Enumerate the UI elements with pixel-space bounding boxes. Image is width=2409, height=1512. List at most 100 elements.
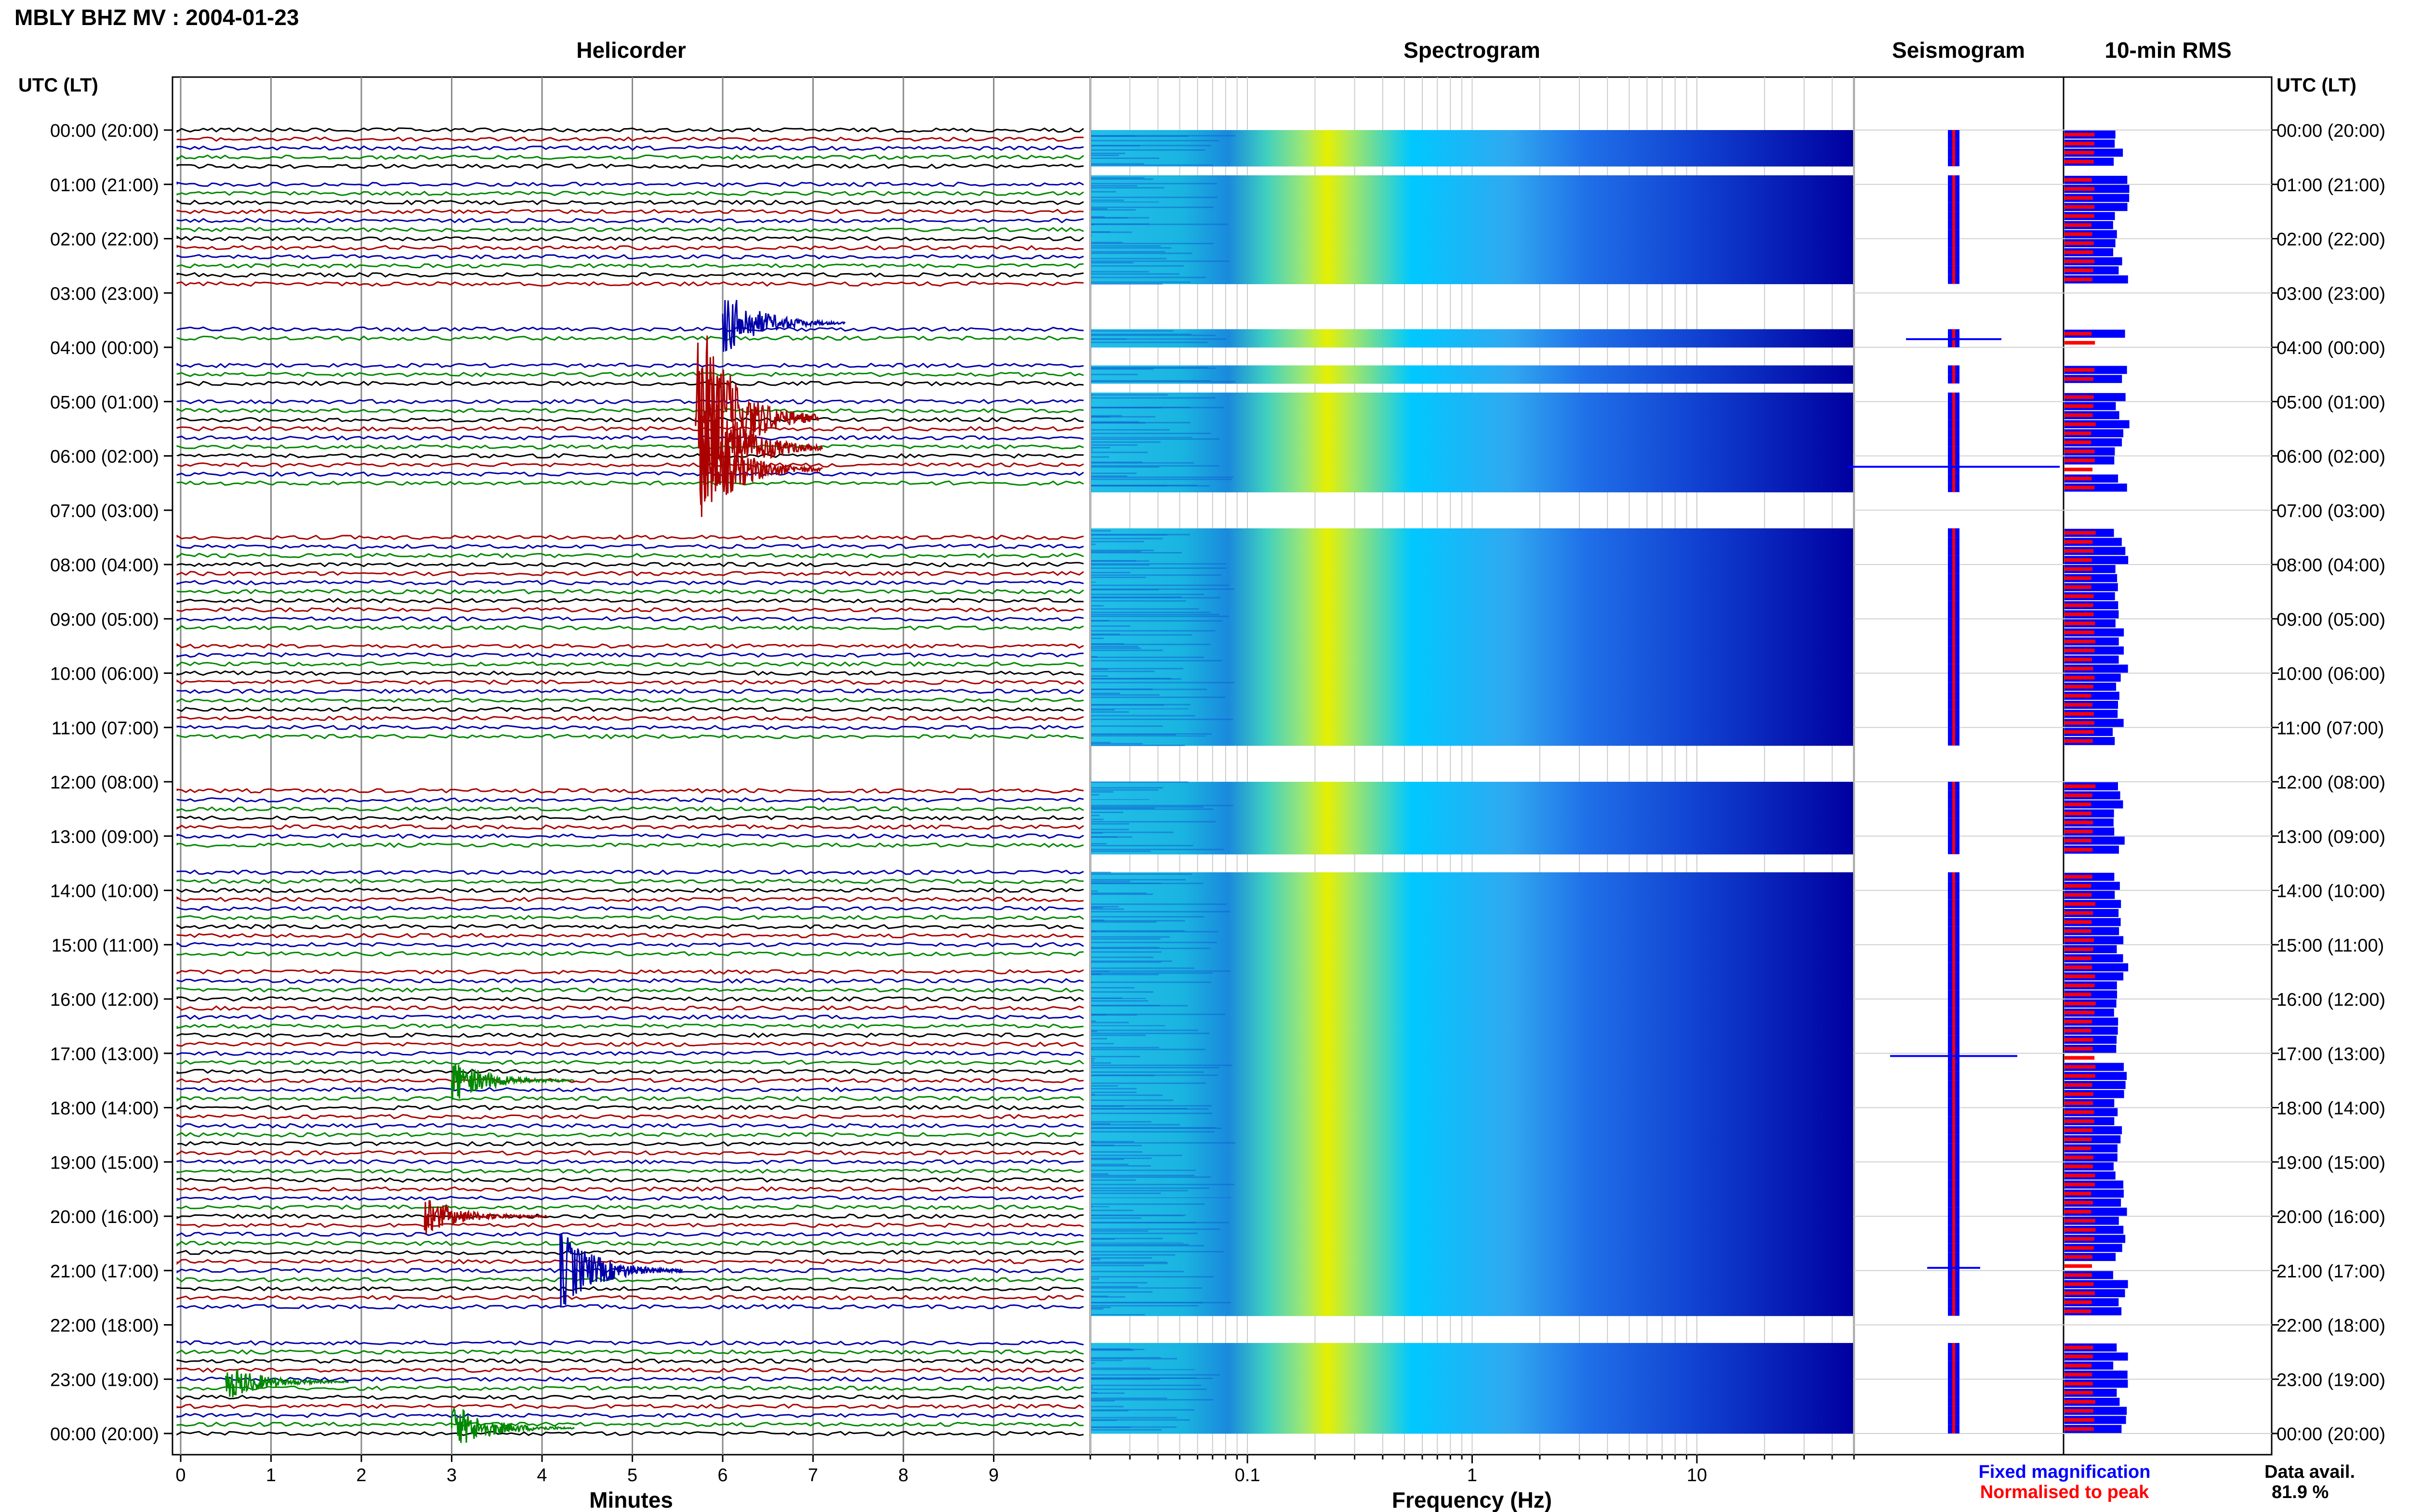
time-tick-label-right: 13:00 (09:00)	[2277, 827, 2385, 847]
time-tick-label-left: 13:00 (09:00)	[50, 827, 159, 847]
minute-tick-label: 8	[898, 1465, 908, 1486]
rms-bar-normalised	[2065, 459, 2095, 462]
rms-bar-normalised	[2065, 1381, 2093, 1386]
spectrogram-segment	[1091, 275, 1853, 284]
helicorder-trace	[176, 996, 1084, 1002]
rms-bar-normalised	[2065, 1183, 2095, 1186]
spectrogram-segment	[1091, 945, 1853, 954]
time-tick-label-right: 20:00 (16:00)	[2277, 1207, 2385, 1227]
spectrogram-segment	[1091, 257, 1853, 266]
rms-bar-normalised	[2065, 812, 2091, 815]
helicorder-trace	[176, 643, 1084, 649]
rms-bar-normalised	[2065, 1391, 2093, 1395]
rms-bar-normalised	[2065, 132, 2095, 137]
helicorder-trace	[176, 715, 1084, 722]
spectrogram-segment	[1091, 1017, 1853, 1026]
helicorder-trace	[176, 444, 1084, 450]
helicorder-trace	[176, 933, 1084, 939]
spectrogram-segment	[1091, 1225, 1853, 1235]
rms-bar-normalised	[2065, 1119, 2094, 1123]
time-tick-label-left: 11:00 (07:00)	[52, 718, 159, 738]
helicorder-trace	[176, 471, 1084, 477]
spectrogram-segment	[1091, 782, 1853, 791]
helicorder-trace	[176, 1159, 1084, 1165]
rms-bar-normalised	[2065, 277, 2092, 281]
time-tick-label-left: 01:00 (21:00)	[50, 175, 159, 196]
helicorder-trace	[176, 1087, 1084, 1092]
rms-bar-fixed	[2065, 1126, 2122, 1134]
rms-bar-normalised	[2065, 413, 2093, 417]
helicorder-trace	[176, 1023, 1084, 1029]
spectrogram-segment	[1091, 1370, 1853, 1380]
helicorder-trace	[177, 462, 1084, 468]
rms-bar-fixed	[2065, 203, 2128, 211]
spectrogram-segment	[1091, 981, 1853, 990]
spectrogram-segment	[1091, 211, 1853, 221]
spectrogram-segment	[1091, 954, 1853, 963]
rms-bar-normalised	[2065, 829, 2093, 834]
rms-bar-normalised	[2065, 1210, 2091, 1214]
spectrogram-segment	[1091, 1397, 1853, 1407]
rms-bar-normalised	[2065, 657, 2092, 662]
spectrogram-segment	[1091, 800, 1853, 809]
helicorder-event	[451, 1406, 575, 1443]
time-tick-label-left: 20:00 (16:00)	[50, 1207, 159, 1227]
spectrogram-segment	[1091, 718, 1853, 728]
rms-bar-normalised	[2065, 712, 2094, 716]
spectrogram-segment	[1091, 175, 1853, 185]
rms-bar-fixed	[2065, 1307, 2122, 1315]
rms-bar-normalised	[2065, 1354, 2093, 1359]
helicorder-trace	[176, 181, 1084, 187]
time-tick-label-left: 21:00 (17:00)	[50, 1262, 159, 1282]
rms-bar-fixed	[2065, 918, 2121, 926]
rms-bar-fixed	[2065, 184, 2130, 193]
spectrogram-panel-title: Spectrogram	[1403, 38, 1540, 63]
rms-bar-fixed	[2065, 1416, 2126, 1424]
spectrogram-segment	[1091, 537, 1853, 547]
rms-bar-normalised	[2065, 1427, 2094, 1431]
helicorder-trace	[176, 399, 1084, 405]
helicorder-trace	[176, 1232, 1084, 1237]
rms-bar-normalised	[2065, 739, 2093, 743]
rms-bar-normalised	[2065, 721, 2094, 725]
rms-bar-normalised	[2065, 884, 2091, 888]
time-tick-label-left: 15:00 (11:00)	[52, 935, 159, 956]
rms-bar-normalised	[2065, 1418, 2094, 1422]
rms-bar-normalised	[2065, 684, 2093, 689]
rms-bar-normalised	[2065, 793, 2092, 797]
helicorder-event	[424, 1200, 547, 1234]
spectrogram-segment	[1091, 1216, 1853, 1226]
helicorder-trace	[176, 417, 1084, 422]
spectrogram-segment	[1091, 447, 1853, 456]
helicorder-trace	[176, 679, 1084, 685]
helicorder-event	[225, 1369, 349, 1397]
spectrogram-segment	[1091, 1234, 1853, 1244]
rms-bar-normalised	[2065, 160, 2094, 164]
spectrogram-segment	[1091, 1424, 1853, 1434]
rms-bar-normalised	[2065, 1409, 2093, 1413]
spectrogram-segment	[1091, 691, 1853, 701]
rms-bar-normalised	[2065, 911, 2093, 915]
spectrogram-segment	[1091, 130, 1853, 140]
rms-bar-fixed	[2065, 275, 2128, 284]
helicorder-trace	[176, 453, 1084, 459]
spectrogram-segment	[1091, 1352, 1853, 1362]
helicorder-trace	[176, 371, 1084, 378]
rms-bar-normalised	[2065, 1110, 2094, 1114]
helicorder-trace	[176, 1068, 1084, 1074]
rms-bar-normalised	[2065, 603, 2093, 607]
time-tick-label-right: 02:00 (22:00)	[2277, 230, 2385, 250]
rms-bar-normalised	[2065, 223, 2092, 227]
helicorder-trace	[176, 245, 1084, 251]
rms-bar-normalised	[2065, 612, 2094, 617]
rms-bar-normalised	[2065, 268, 2093, 273]
spectrogram-segment	[1091, 1008, 1853, 1018]
rms-bar-normalised	[2065, 395, 2094, 399]
helicorder-trace	[176, 209, 1084, 214]
left-time-axis-label: UTC (LT)	[18, 75, 98, 96]
rms-bar-normalised	[2065, 992, 2091, 997]
helicorder-trace	[176, 1376, 1084, 1382]
rms-bar-fixed	[2065, 547, 2126, 555]
time-tick-label-right: 21:00 (17:00)	[2277, 1262, 2385, 1282]
spectrogram-segment	[1091, 202, 1853, 212]
